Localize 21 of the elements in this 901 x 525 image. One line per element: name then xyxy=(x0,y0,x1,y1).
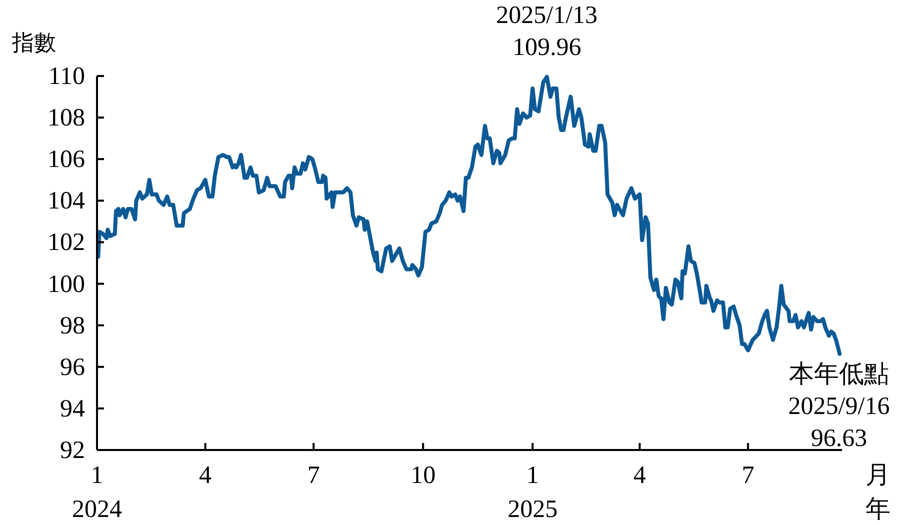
ytick: 104 xyxy=(48,188,85,215)
ytick: 110 xyxy=(48,63,85,90)
ytick: 96 xyxy=(60,354,85,381)
ytick: 94 xyxy=(60,395,85,422)
ytick: 108 xyxy=(48,104,85,132)
xtick: 7 xyxy=(742,462,754,489)
xtick: 4 xyxy=(199,462,212,489)
ylabel: 指數 xyxy=(12,30,56,55)
ytick: 100 xyxy=(48,270,85,298)
annotation: 本年低點 2025/9/16 96.63 xyxy=(788,360,890,452)
ytick: 98 xyxy=(60,312,85,340)
ytick: 102 xyxy=(48,229,85,256)
xtick: 1 2025 xyxy=(508,462,558,523)
xlabel: 月年 xyxy=(866,462,890,523)
xtick: 1 2024 xyxy=(72,462,122,523)
xtick: 7 xyxy=(307,462,320,489)
ytick: 92 xyxy=(60,437,85,464)
ytick: 106 xyxy=(48,146,85,174)
xtick: 10 xyxy=(410,462,436,489)
xtick: 4 xyxy=(633,462,646,489)
annotation: 2025/1/13 109.96 xyxy=(496,2,598,61)
